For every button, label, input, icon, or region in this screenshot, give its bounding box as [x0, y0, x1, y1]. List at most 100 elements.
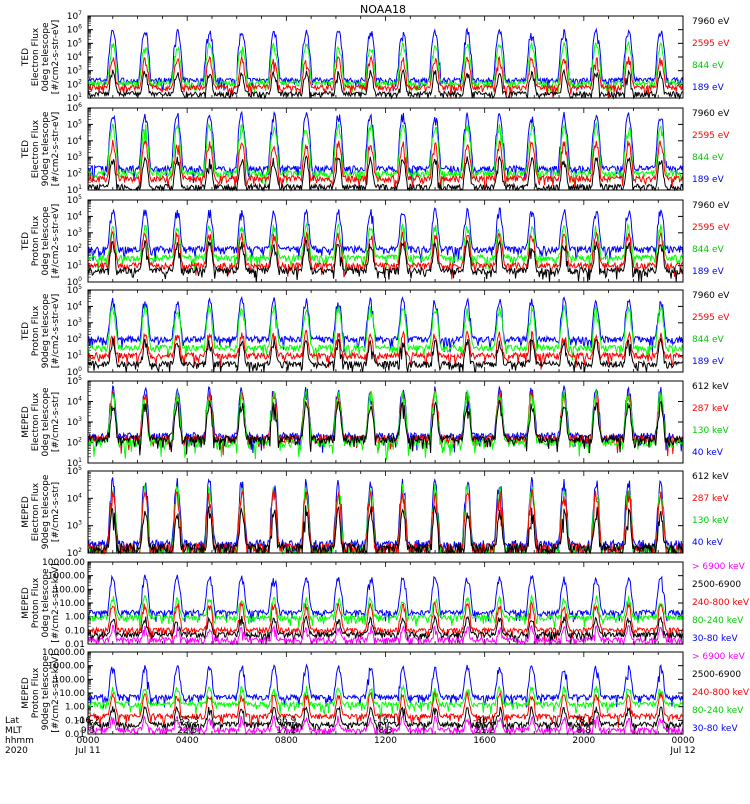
y-tick-exponent: 1	[78, 350, 82, 357]
footer-lat: 78.6	[574, 716, 594, 726]
y-axis-label-line: TED	[21, 322, 31, 341]
y-tick-exponent: 6	[78, 24, 82, 31]
footer-lat: -36.1	[473, 716, 496, 726]
series-line	[87, 487, 684, 555]
series-line	[87, 705, 684, 735]
legend-entry: 2595 eV	[692, 39, 730, 49]
series-line	[87, 600, 684, 642]
legend-entry: 287 keV	[692, 404, 729, 414]
y-tick-base: 10	[67, 39, 79, 49]
footer-lat: -35.3	[176, 716, 199, 726]
y-axis-label-line: Electron Flux	[31, 482, 41, 541]
legend-entry: 189 eV	[692, 83, 725, 93]
legend-entry: 844 eV	[692, 153, 725, 163]
y-axis-label: TEDProton Flux90deg telescope[#/cm2-s-st…	[21, 293, 61, 368]
footer-mlt: 9.5	[81, 726, 95, 736]
y-tick-exponent: 1	[78, 260, 82, 267]
y-tick-exponent: 5	[78, 37, 82, 44]
y-tick-label: 101	[67, 92, 82, 104]
y-tick-base: 10	[67, 245, 79, 255]
y-axis-label-line: 0deg telescope	[41, 387, 51, 457]
footer-row-label: MLT	[5, 726, 23, 736]
legend-entry: 30-80 keV	[692, 724, 738, 734]
panel-frame	[87, 380, 684, 464]
y-tick-label: 104	[67, 51, 82, 63]
y-tick-base: 10	[67, 398, 79, 408]
y-axis-label-line: MEPED	[21, 587, 31, 619]
y-axis-label-line: MEPED	[21, 406, 31, 438]
y-axis-label-line: MEPED	[21, 677, 31, 709]
y-axis-label-line: 90deg telescope	[41, 474, 51, 549]
y-tick-label: 102	[67, 243, 82, 255]
series-line	[87, 684, 684, 717]
y-tick-base: 10	[67, 196, 79, 206]
y-tick-base: 10	[67, 467, 79, 477]
series-line	[87, 690, 683, 728]
y-tick-base: 10	[67, 153, 79, 163]
y-tick-base: 10	[67, 12, 79, 22]
y-axis-label-line: TED	[21, 232, 31, 251]
legend-entry: 7960 eV	[692, 17, 730, 27]
y-tick-label: 100.00	[54, 585, 86, 595]
y-tick-label: 106	[67, 24, 82, 36]
y-tick-base: 10	[67, 494, 79, 504]
y-axis-label: MEPEDElectron Flux90deg telescope[#/cm2-…	[21, 474, 61, 549]
footer-date: Jul 11	[74, 746, 100, 756]
legend-entry: 2595 eV	[692, 223, 730, 233]
series-line	[87, 68, 684, 100]
legend-entry: 7960 eV	[692, 201, 730, 211]
series-line	[87, 139, 684, 191]
y-axis-label-line: 90deg telescope	[41, 111, 51, 186]
y-tick-exponent: 5	[78, 375, 82, 382]
footer-row-label: Lat	[5, 716, 20, 726]
y-tick-base: 10	[67, 439, 79, 449]
series-line	[87, 663, 684, 709]
series-line	[87, 239, 684, 283]
y-axis-label-line: [#/cm2-s-str-eV]	[51, 112, 61, 187]
y-tick-label: 10.00	[59, 599, 85, 609]
footer-hhmm: 0000	[77, 736, 100, 746]
y-tick-exponent: 3	[78, 151, 82, 158]
y-tick-exponent: 2	[78, 168, 82, 175]
y-tick-base: 10	[67, 67, 79, 77]
y-tick-label: 102	[67, 333, 82, 345]
footer-date: Jul 12	[669, 746, 695, 756]
series-line	[87, 304, 684, 361]
legend-entry: 7960 eV	[692, 291, 730, 301]
y-tick-exponent: 4	[78, 210, 82, 217]
footer-lat: -16.2	[76, 716, 99, 726]
footer-lat: -16.1	[374, 716, 397, 726]
y-tick-base: 10	[67, 549, 79, 559]
chart-title: NOAA18	[360, 3, 406, 16]
y-tick-exponent: 2	[78, 437, 82, 444]
panel-frame	[87, 561, 684, 645]
legend-entry: 844 eV	[692, 245, 725, 255]
y-tick-base: 10	[67, 120, 79, 130]
panel-frame	[87, 651, 684, 735]
y-tick-label: 0.10	[65, 716, 85, 726]
y-tick-exponent: 5	[78, 465, 82, 472]
footer-hhmm: 1600	[473, 736, 496, 746]
y-axis-label-line: MEPED	[21, 496, 31, 528]
y-tick-label: 105	[67, 194, 82, 206]
y-axis-label: TEDElectron Flux90deg telescope[#/cm2-s-…	[21, 111, 61, 186]
y-tick-label: 104	[67, 492, 82, 504]
panel-8: 0.010.101.0010.00100.001000.0010000.00ME…	[21, 648, 750, 740]
legend-entry: 80-240 keV	[692, 706, 744, 716]
y-tick-exponent: 3	[78, 416, 82, 423]
y-tick-exponent: 2	[78, 78, 82, 85]
y-axis-label-line: [#/cm2-s-str]	[51, 482, 61, 542]
y-tick-label: 105	[67, 375, 82, 387]
series-line	[87, 155, 684, 192]
y-tick-exponent: 4	[78, 492, 82, 499]
y-tick-base: 10	[67, 26, 79, 36]
legend-entry: 2500-6900	[692, 580, 741, 590]
y-tick-exponent: 4	[78, 135, 82, 142]
legend-entry: 240-800 keV	[692, 598, 750, 608]
y-tick-label: 104	[67, 210, 82, 222]
series-line	[87, 230, 684, 280]
legend-entry: 287 keV	[692, 494, 729, 504]
footer-hhmm: 0400	[176, 736, 199, 746]
y-tick-exponent: 1	[78, 92, 82, 99]
y-tick-label: 0.01	[65, 730, 85, 740]
